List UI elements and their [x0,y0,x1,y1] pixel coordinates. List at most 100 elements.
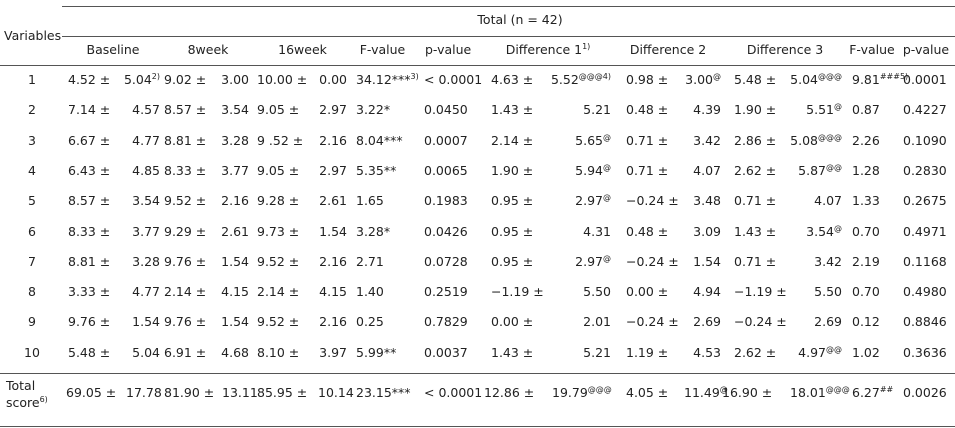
row-8-16week-mean: 2.14 ± [257,284,299,300]
row-1-16week-sd: 0.00 [319,72,347,88]
row-9-diff3-sd: 2.69 [814,314,842,330]
row-7-p-value-text: 0.0728 [424,254,468,269]
row-10-f-value-2-text: 1.02 [852,345,880,360]
row-3-p-value-2: 0.1090 [903,133,947,149]
row-1-diff1-sd-superscript: @@@4) [578,71,611,81]
row-8-variable: 8 [20,284,44,300]
row-5-8week-mean-text: 9.52 ± [164,193,207,208]
row-1-f-value-superscript: 3) [410,71,419,81]
row-8-diff1-mean-text: −1.19 ± [491,284,544,299]
row-5-8week-mean: 9.52 ± [164,193,206,209]
row-5-f-value-text: 1.65 [356,193,384,208]
row-3-diff3-sd: 5.08@@@ [790,133,842,149]
row-10-8week-mean: 6.91 ± [164,345,206,361]
row-6-diff1-mean: 0.95 ± [491,224,533,240]
row-2-baseline-mean: 7.14 ± [68,102,110,118]
row-5-diff3-mean: 0.71 ± [734,193,776,209]
row-8-f-value-2-text: 0.70 [852,284,880,299]
row-5-p-value: 0.1983 [424,193,468,209]
row-5-diff2-mean: −0.24 ± [626,193,679,209]
row-8-f-value-text: 1.40 [356,284,384,299]
row-5-diff3-sd-text: 4.07 [814,193,842,208]
row-4-diff3-sd: 5.87@@ [798,163,842,179]
row-2-diff2-mean-text: 0.48 ± [626,102,669,117]
column-header-p-value-2-text: p-value [902,42,950,57]
row-4-8week-mean-text: 8.33 ± [164,163,207,178]
row-5-diff3-sd: 4.07 [814,193,842,209]
total-label-line2-text: score [6,395,40,410]
row-4-p-value-2: 0.2830 [903,163,947,179]
row-2-p-value-2: 0.4227 [903,102,947,118]
row-8-diff2-sd-text: 4.94 [693,284,721,299]
row-1-diff2-sd-superscript: @ [713,71,721,81]
total-baseline-sd-text: 17.78 [126,385,162,400]
row-6-diff2-sd-text: 3.09 [693,224,721,239]
row-3-diff3-sd-superscript: @@@ [818,132,842,142]
row-2-f-value: 3.22* [356,102,390,118]
row-10-8week-mean-text: 6.91 ± [164,345,207,360]
row-1-p-value-text: < 0.0001 [424,72,483,87]
row-1-baseline-sd: 5.042) [124,72,160,88]
row-6-baseline-mean: 8.33 ± [68,224,110,240]
row-10-diff1-sd-text: 5.21 [583,345,611,360]
row-10-baseline-sd-text: 5.04 [132,345,160,360]
row-5-baseline-sd-text: 3.54 [132,193,160,208]
row-7-baseline-sd-text: 3.28 [132,254,160,269]
row-2-8week-mean: 8.57 ± [164,102,206,118]
row-7-diff2-mean-text: −0.24 ± [626,254,679,269]
row-9-16week-sd: 2.16 [319,314,347,330]
row-6-8week-sd: 2.61 [221,224,249,240]
row-10-diff2-sd: 4.53 [693,345,721,361]
row-1-diff2-sd: 3.00@ [685,72,721,88]
total-f-value-2-text: 6.27 [852,385,880,400]
row-1-diff2-mean: 0.98 ± [626,72,668,88]
row-9-diff2-mean-text: −0.24 ± [626,314,679,329]
row-3-baseline-sd: 4.77 [132,133,160,149]
row-5-16week-mean: 9.28 ± [257,193,299,209]
row-6-diff3-sd-text: 3.54 [806,224,834,239]
row-4-f-value: 5.35** [356,163,396,179]
row-4-diff1-sd-text: 5.94 [575,163,603,178]
row-5-16week-sd: 2.61 [319,193,347,209]
row-2-diff3-mean-text: 1.90 ± [734,102,777,117]
total-p-value-text: < 0.0001 [424,385,483,400]
row-4-diff2-mean: 0.71 ± [626,163,668,179]
row-6-p-value-2: 0.4971 [903,224,947,240]
row-7-diff1-sd: 2.97@ [575,254,611,270]
row-3-diff3-mean: 2.86 ± [734,133,776,149]
total-diff3-sd-superscript: @@@ [825,384,850,394]
total-baseline-mean: 69.05 ± [66,385,116,401]
row-6-diff3-mean-text: 1.43 ± [734,224,777,239]
column-header-16week: 16week [255,42,350,58]
row-7-f-value: 2.71 [356,254,384,270]
row-7-variable-text: 7 [28,254,36,269]
row-1-diff2-sd-text: 3.00 [685,72,713,87]
row-7-diff2-sd-text: 1.54 [693,254,721,269]
row-4-16week-sd-text: 2.97 [319,163,347,178]
row-3-f-value-2-text: 2.26 [852,133,880,148]
row-7-baseline-mean: 8.81 ± [68,254,110,270]
row-9-diff1-mean-text: 0.00 ± [491,314,534,329]
row-1-diff3-sd-superscript: @@@ [818,71,842,81]
row-4-f-value-2-text: 1.28 [852,163,880,178]
row-2-8week-sd: 3.54 [221,102,249,118]
row-5-diff3-mean-text: 0.71 ± [734,193,777,208]
row-1-16week-mean: 10.00 ± [257,72,307,88]
row-4-p-value-text: 0.0065 [424,163,468,178]
row-4-16week-sd: 2.97 [319,163,347,179]
row-8-baseline-sd-text: 4.77 [132,284,160,299]
row-6-variable-text: 6 [28,224,36,239]
row-10-diff2-mean-text: 1.19 ± [626,345,669,360]
row-5-f-value: 1.65 [356,193,384,209]
row-4-diff3-sd-superscript: @@ [826,162,842,172]
row-6-diff1-sd: 4.31 [583,224,611,240]
row-4-diff3-mean-text: 2.62 ± [734,163,777,178]
row-3-diff2-mean: 0.71 ± [626,133,668,149]
row-1-f-value-2-superscript: ###5) [879,71,909,81]
row-6-diff3-mean: 1.43 ± [734,224,776,240]
row-6-p-value-text: 0.0426 [424,224,468,239]
row-2-8week-sd-text: 3.54 [221,102,249,117]
row-7-16week-sd-text: 2.16 [319,254,347,269]
column-header-f-value-2: F-value [847,42,897,58]
